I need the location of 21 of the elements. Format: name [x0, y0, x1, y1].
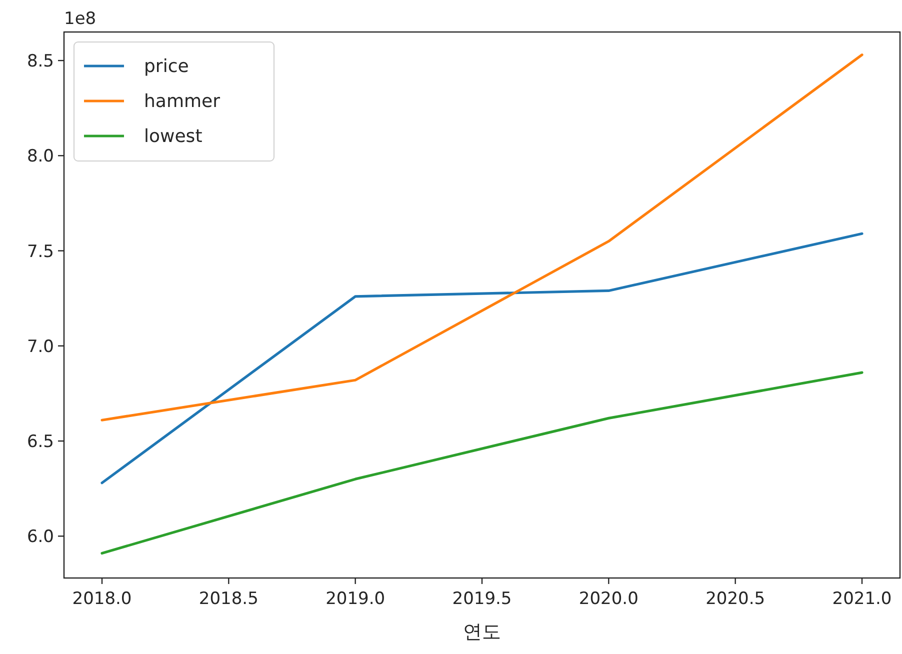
line-series [100, 371, 864, 555]
legend-label: price [144, 56, 189, 77]
text: 1e8 [64, 9, 96, 29]
legend-label: lowest [144, 126, 202, 147]
x-tick-label: 2019.0 [326, 589, 386, 609]
x-tick-label: 2019.5 [452, 589, 512, 609]
line-series [100, 232, 864, 484]
x-tick-label: 2020.0 [578, 589, 638, 609]
line-series [100, 54, 864, 422]
x-axis-title: 연도 [463, 621, 501, 643]
legend-label: hammer [144, 91, 221, 112]
x-tick-label: 2018.0 [72, 589, 132, 609]
x-tick-label: 2018.5 [198, 589, 258, 609]
y-tick-label: 6.0 [26, 527, 54, 548]
y-tick-label: 8.0 [26, 146, 54, 167]
y-tick-label: 8.5 [26, 52, 54, 72]
y-tick-label: 6.5 [26, 432, 54, 452]
y-tick-label: 7.5 [26, 242, 54, 262]
y-tick-label: 7.0 [26, 336, 54, 357]
x-tick-label: 2020.5 [706, 589, 766, 609]
x-tick-label: 2021.0 [832, 589, 892, 609]
